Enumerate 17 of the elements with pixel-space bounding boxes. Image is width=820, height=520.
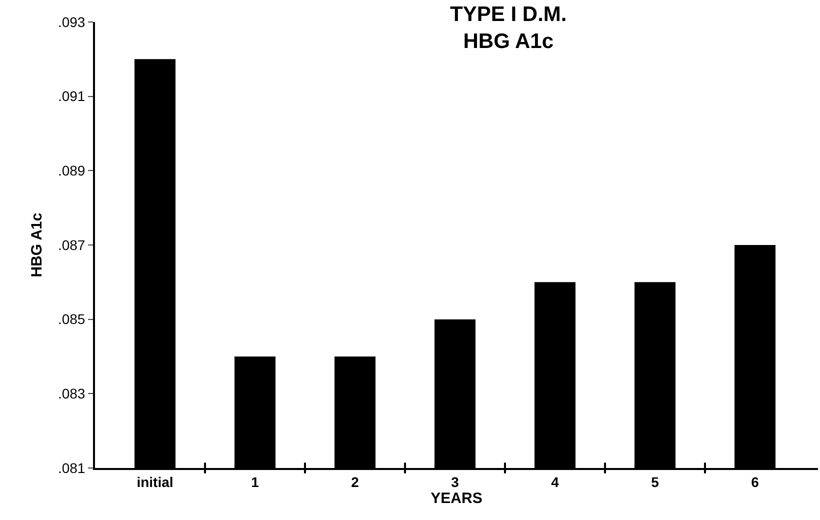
x-tick-label: 2	[351, 474, 360, 490]
y-tick-label: .085	[58, 311, 86, 328]
x-tick-label: 3	[451, 474, 460, 490]
y-tick-label: .087	[58, 236, 86, 253]
x-tick-label: 6	[751, 474, 760, 490]
y-tick-label: .093	[58, 14, 86, 30]
x-tick-label: 4	[551, 474, 560, 490]
x-tick-label: initial	[136, 474, 174, 490]
y-tick-label: .091	[58, 88, 86, 104]
y-axis-title: HBG A1c	[28, 212, 46, 278]
y-tick-label: .089	[58, 162, 86, 179]
x-tick-label: 1	[251, 474, 260, 490]
x-tick-label: 5	[651, 474, 660, 490]
chart-title: TYPE I D.M. HBG A1c	[450, 2, 567, 54]
y-tick-label: .083	[58, 386, 86, 402]
x-axis-title: YEARS	[430, 490, 482, 507]
y-tick-label: .081	[58, 460, 86, 476]
